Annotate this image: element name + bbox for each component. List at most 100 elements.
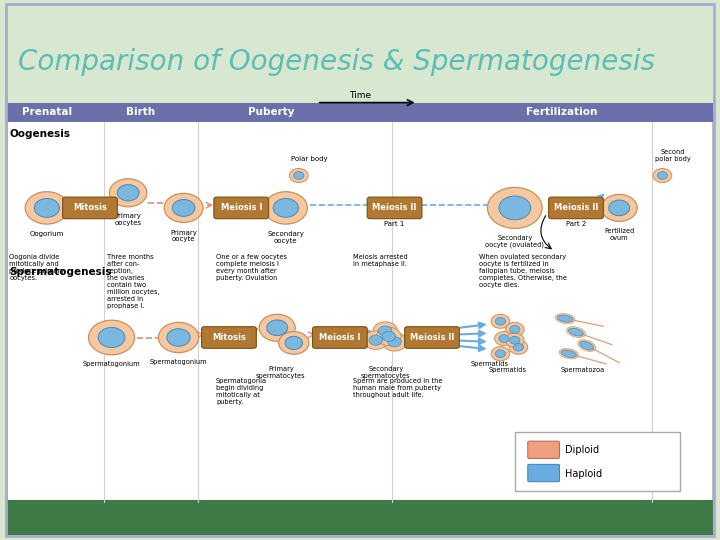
Circle shape [274,199,298,217]
Text: Spermatogonium: Spermatogonium [150,359,207,365]
Circle shape [510,326,520,333]
FancyBboxPatch shape [367,197,422,219]
Text: Fertilized
ovum: Fertilized ovum [604,228,634,241]
FancyBboxPatch shape [312,327,367,348]
Circle shape [279,332,309,354]
Circle shape [653,168,672,183]
Circle shape [487,187,542,228]
Text: Sperm are produced in the
human male from puberty
throughout adult life.: Sperm are produced in the human male fro… [353,378,442,398]
Text: Meiosis arrested
in metaphase II.: Meiosis arrested in metaphase II. [353,254,408,267]
Ellipse shape [561,350,577,357]
Text: Oogenesis: Oogenesis [9,129,71,139]
Circle shape [364,331,388,349]
Text: Haploid: Haploid [565,469,603,478]
Text: Meiosis I: Meiosis I [319,333,361,342]
Ellipse shape [567,327,585,338]
Circle shape [491,314,510,328]
Circle shape [266,320,288,335]
Text: Spermatogonia
begin dividing
mitotically at
puberty.: Spermatogonia begin dividing mitotically… [216,378,267,405]
Circle shape [495,332,513,346]
Circle shape [25,192,68,224]
Text: Primary
oocytes: Primary oocytes [114,213,142,226]
Circle shape [513,343,523,351]
Text: Oogonia divide
mitotically and
produce primary
oocytes.: Oogonia divide mitotically and produce p… [9,254,65,281]
Text: One or a few oocytes
complete meiosis I
every month after
puberty. Ovulation: One or a few oocytes complete meiosis I … [216,254,287,281]
Text: Secondary
spermatocytes: Secondary spermatocytes [361,366,410,379]
Ellipse shape [559,348,579,359]
Circle shape [158,322,199,353]
Text: Mitosis: Mitosis [212,333,246,342]
Text: Secondary
oocyte: Secondary oocyte [267,231,305,244]
Text: Mitosis: Mitosis [73,204,107,212]
Circle shape [117,185,139,201]
Text: Primary
spermatocytes: Primary spermatocytes [256,366,305,379]
Text: Spermatids: Spermatids [489,367,526,373]
Circle shape [382,333,407,351]
Circle shape [164,193,203,222]
FancyBboxPatch shape [7,5,713,108]
Text: Part 2: Part 2 [566,221,586,227]
Text: Secondary
oocyte (ovulated): Secondary oocyte (ovulated) [485,235,544,248]
Text: Meiosis II: Meiosis II [410,333,454,342]
Circle shape [505,333,524,347]
Circle shape [495,318,505,325]
Text: Oogorium: Oogorium [30,231,64,237]
Circle shape [35,199,59,217]
Ellipse shape [555,314,575,323]
FancyBboxPatch shape [7,500,713,535]
FancyBboxPatch shape [528,441,559,458]
Circle shape [294,172,304,179]
Text: Second
polar body: Second polar body [655,149,691,162]
Ellipse shape [580,341,594,350]
Text: Primary
oocyte: Primary oocyte [170,230,197,242]
FancyBboxPatch shape [7,108,713,502]
Text: Diploid: Diploid [565,445,599,455]
Text: Part 1: Part 1 [384,221,405,227]
Circle shape [369,335,382,345]
Ellipse shape [557,315,573,322]
Text: Three months
after con-
ception,
the ovaries
contain two
million oocytes,
arrest: Three months after con- ception, the ova… [107,254,159,309]
Circle shape [167,329,190,346]
Circle shape [609,200,630,215]
FancyBboxPatch shape [515,432,680,491]
Text: Comparison of Oogenesis & Spermatogenesis: Comparison of Oogenesis & Spermatogenesi… [18,48,655,76]
Circle shape [89,320,135,355]
Circle shape [388,337,401,347]
Circle shape [657,172,667,179]
Text: Fertilization: Fertilization [526,107,597,117]
FancyBboxPatch shape [549,197,603,219]
Text: Birth: Birth [126,107,155,117]
Circle shape [382,332,395,341]
FancyBboxPatch shape [202,327,256,348]
Circle shape [499,335,509,342]
Circle shape [379,326,392,336]
Text: Spermatogonium: Spermatogonium [83,361,140,367]
Text: Time: Time [349,91,371,100]
FancyBboxPatch shape [214,197,269,219]
Circle shape [109,179,147,207]
FancyBboxPatch shape [528,464,559,482]
Circle shape [505,322,524,336]
Text: Meiosis II: Meiosis II [372,204,417,212]
Circle shape [601,194,637,221]
Circle shape [172,199,195,217]
Text: Prenatal: Prenatal [22,107,72,117]
Circle shape [98,327,125,348]
FancyBboxPatch shape [7,103,713,122]
Circle shape [510,336,520,344]
Ellipse shape [569,328,583,336]
Circle shape [285,336,302,349]
Circle shape [499,196,531,220]
Ellipse shape [577,340,596,352]
Circle shape [289,168,308,183]
Circle shape [377,327,401,346]
Text: When ovulated secondary
oocyte is fertilized in
fallopian tube, meiosis
complete: When ovulated secondary oocyte is fertil… [479,254,567,288]
Text: Meiosis II: Meiosis II [554,204,598,212]
Circle shape [264,192,307,224]
Circle shape [259,314,295,341]
FancyBboxPatch shape [405,327,459,348]
Text: Polar body: Polar body [292,156,328,162]
Text: Spermatogenesis: Spermatogenesis [9,267,112,278]
FancyBboxPatch shape [63,197,117,219]
Text: Puberty: Puberty [248,107,295,117]
